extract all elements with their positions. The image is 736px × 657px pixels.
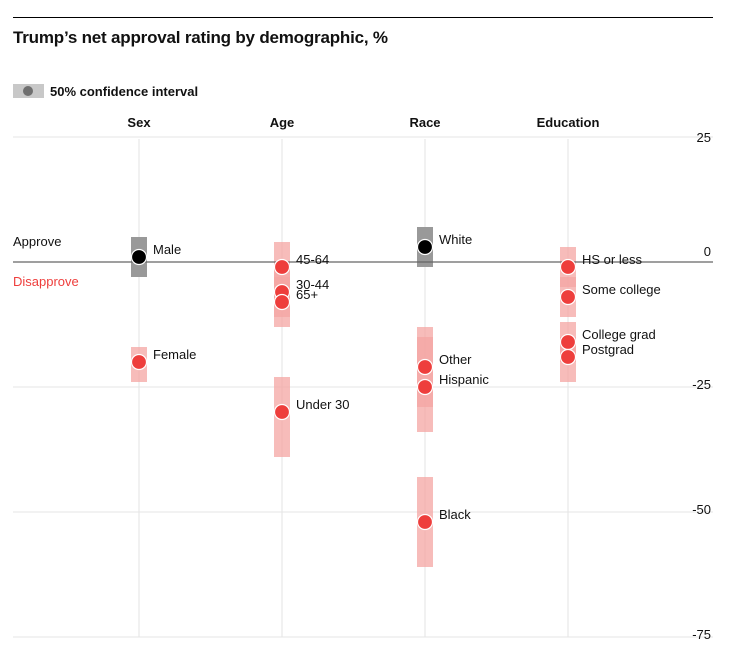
column-header-race: Race xyxy=(409,115,440,130)
legend-dot xyxy=(23,86,33,96)
label-45-64: 45-64 xyxy=(296,252,329,267)
point-other xyxy=(416,358,434,376)
label-some-college: Some college xyxy=(582,282,661,297)
point-65 xyxy=(273,293,291,311)
point-white xyxy=(416,238,434,256)
y-tick-75: -75 xyxy=(692,627,711,642)
label-hs-or-less: HS or less xyxy=(582,252,642,267)
legend: 50% confidence interval xyxy=(13,83,198,99)
label-white: White xyxy=(439,232,472,247)
point-male xyxy=(130,248,148,266)
point-some-college xyxy=(559,288,577,306)
label-black: Black xyxy=(439,507,471,522)
label-hispanic: Hispanic xyxy=(439,372,489,387)
column-header-education: Education xyxy=(537,115,600,130)
approve-label: Approve xyxy=(13,234,61,249)
label-female: Female xyxy=(153,347,196,362)
chart-title: Trump’s net approval rating by demograph… xyxy=(13,28,388,47)
legend-swatch xyxy=(13,84,44,98)
point-under-30 xyxy=(273,403,291,421)
point-college-grad xyxy=(559,333,577,351)
y-tick-25: 25 xyxy=(697,130,711,145)
point-black xyxy=(416,513,434,531)
point-postgrad xyxy=(559,348,577,366)
column-header-sex: Sex xyxy=(127,115,151,130)
point-female xyxy=(130,353,148,371)
disapprove-label: Disapprove xyxy=(13,274,79,289)
point-hispanic xyxy=(416,378,434,396)
label-65: 65+ xyxy=(296,287,318,302)
column-header-age: Age xyxy=(270,115,295,130)
label-male: Male xyxy=(153,242,181,257)
label-other: Other xyxy=(439,352,472,367)
label-college-grad: College grad xyxy=(582,327,656,342)
top-rule xyxy=(13,17,713,18)
label-postgrad: Postgrad xyxy=(582,342,634,357)
label-30-44: 30-44 xyxy=(296,277,329,292)
y-tick-50: -50 xyxy=(692,502,711,517)
label-under-30: Under 30 xyxy=(296,397,349,412)
point-45-64 xyxy=(273,258,291,276)
legend-label: 50% confidence interval xyxy=(50,83,199,99)
y-tick-0: 0 xyxy=(704,244,711,259)
y-tick-25: -25 xyxy=(692,377,711,392)
point-hs-or-less xyxy=(559,258,577,276)
